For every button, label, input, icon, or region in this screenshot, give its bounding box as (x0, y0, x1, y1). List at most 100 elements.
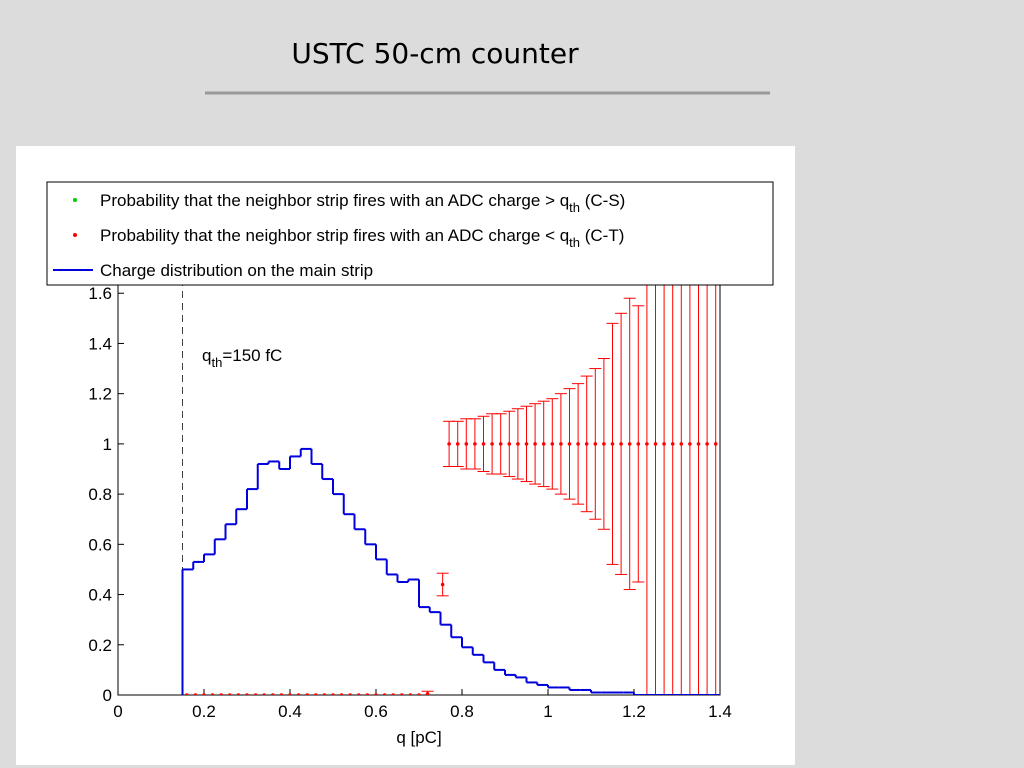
y-tick-label: 1.4 (88, 334, 112, 353)
point (653, 442, 658, 446)
x-tick-label: 0 (113, 702, 122, 721)
point (679, 442, 684, 446)
point (696, 442, 701, 446)
point (713, 442, 718, 446)
point (245, 693, 249, 695)
point (228, 693, 232, 695)
x-tick-label: 0.4 (278, 702, 302, 721)
point (253, 693, 258, 695)
point (305, 693, 309, 695)
legend-label-sub: th (569, 200, 580, 215)
point (481, 442, 486, 446)
point (288, 693, 292, 695)
point (670, 442, 675, 446)
legend-label-name: Charge distribution on the main strip (100, 261, 373, 280)
point (210, 693, 215, 695)
point (455, 442, 460, 446)
legend-label: Probability that the neighbor strip fire… (100, 226, 624, 250)
y-tick-label: 0.2 (88, 636, 112, 655)
point (391, 693, 395, 695)
x-tick-label: 0.2 (192, 702, 216, 721)
point (348, 693, 352, 695)
point (236, 693, 241, 695)
point (610, 442, 615, 446)
y-tick-label: 1.2 (88, 385, 112, 404)
legend-label-name: Probability that the neighbor strip fire… (100, 226, 569, 245)
y-tick-label: 0 (103, 686, 112, 705)
point (374, 693, 378, 695)
point (705, 442, 709, 446)
x-tick-label: 1.2 (622, 702, 646, 721)
point (464, 442, 469, 446)
point (662, 442, 666, 446)
y-tick-label: 0.6 (88, 535, 112, 554)
point (645, 442, 649, 446)
point (425, 691, 430, 695)
point (490, 442, 494, 446)
legend-box (46, 181, 774, 286)
x-tick-label: 1 (543, 702, 552, 721)
x-tick-label: 0.6 (364, 702, 388, 721)
point (516, 442, 520, 446)
point (507, 442, 512, 446)
point (584, 442, 589, 446)
point (262, 693, 266, 695)
point (339, 693, 344, 695)
legend-label: Probability that the neighbor strip fire… (100, 191, 625, 215)
slide-title: USTC 50-cm counter (291, 37, 579, 70)
point (193, 693, 198, 695)
point (400, 693, 404, 695)
point (550, 442, 555, 446)
threshold-label-sub: th (211, 355, 222, 370)
point (559, 442, 563, 446)
y-tick-label: 1 (103, 435, 112, 454)
point (576, 442, 580, 446)
y-tick-label: 0.4 (88, 586, 112, 605)
point (627, 442, 632, 446)
point (382, 693, 387, 695)
x-axis-label: q [pC] (396, 728, 441, 747)
point (331, 693, 335, 695)
y-tick-label: 1.6 (88, 284, 112, 303)
threshold-label-rest: =150 fC (222, 346, 282, 365)
legend-label-suffix: (C-T) (580, 226, 624, 245)
point (417, 693, 421, 695)
point (296, 693, 301, 695)
x-tick-label: 1.4 (708, 702, 732, 721)
point (219, 693, 223, 695)
point (473, 442, 477, 446)
x-tick-label: 0.8 (450, 702, 474, 721)
point (636, 442, 641, 446)
point (408, 693, 413, 695)
point (357, 693, 361, 695)
point (688, 442, 692, 446)
point (593, 442, 598, 446)
legend: Probability that the neighbor strip fire… (46, 181, 774, 286)
y-tick-label: 0.8 (88, 485, 112, 504)
point (447, 442, 451, 446)
point (202, 693, 206, 695)
legend-swatch (73, 233, 77, 237)
point (322, 693, 327, 695)
legend-label-name: Probability that the neighbor strip fire… (100, 191, 569, 210)
point (440, 582, 445, 587)
legend-label: Charge distribution on the main strip (100, 261, 373, 280)
legend-label-sub: th (569, 235, 580, 250)
point (279, 693, 284, 695)
legend-label-suffix: (C-S) (580, 191, 625, 210)
point (314, 693, 318, 695)
threshold-label: qth=150 fC (202, 346, 282, 370)
point (533, 442, 537, 446)
threshold-label-q: q (202, 346, 211, 365)
point (524, 442, 529, 446)
legend-swatch (73, 198, 77, 202)
point (365, 693, 370, 695)
point (541, 442, 546, 446)
point (271, 693, 275, 695)
point (619, 442, 623, 446)
axes: 0 0.2 0.4 0.6 0.8 1 1.2 1.4 0 0.2 0.4 0.6 0.8 1 1.2 1.4… (46, 181, 774, 747)
point (567, 442, 572, 446)
point (185, 693, 189, 695)
